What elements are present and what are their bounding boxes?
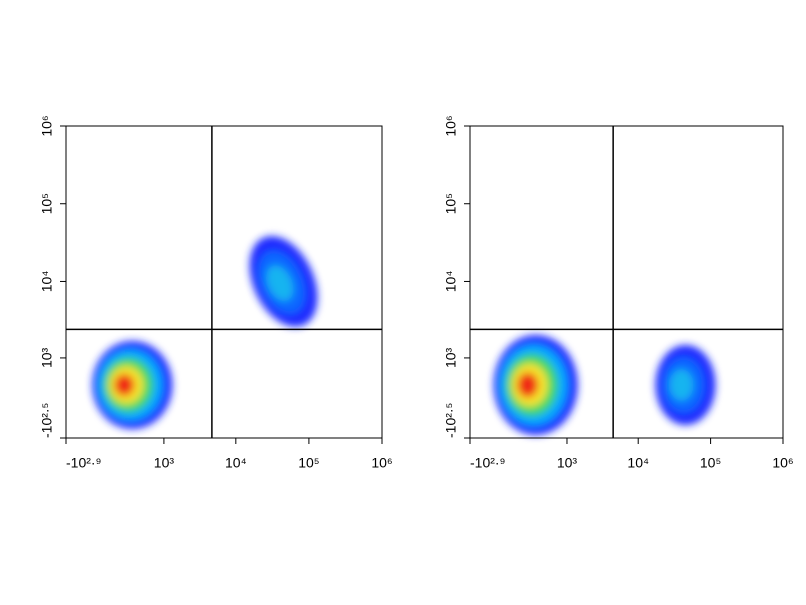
density-level — [114, 374, 135, 396]
x-tick-label: 10⁵ — [700, 455, 721, 471]
y-tick-label: 10³ — [39, 347, 55, 368]
y-tick-label: 10³ — [443, 347, 459, 368]
y-tick-label: -10²·⁵ — [39, 403, 55, 438]
density-level — [669, 369, 694, 401]
x-tick-label: 10³ — [154, 455, 175, 471]
y-tick-label: 10⁶ — [443, 115, 459, 136]
x-tick-label: -10²·⁹ — [470, 455, 506, 471]
plot-panel: -10²·⁹ 10³ 10⁴ 10⁵ 10⁶ -10²·⁵ 10³ 10⁴ 10⁵ 10⁶ — [443, 115, 794, 470]
density-level — [266, 265, 294, 301]
y-tick-label: 10⁴ — [39, 271, 55, 293]
y-tick-label: 10⁵ — [39, 193, 55, 214]
population — [92, 340, 173, 429]
population — [493, 334, 578, 435]
y-tick-label: 10⁵ — [443, 193, 459, 214]
y-tick-label: 10⁴ — [443, 271, 459, 293]
x-tick-label: 10⁶ — [371, 455, 392, 471]
population — [249, 236, 318, 327]
population — [655, 344, 716, 425]
y-tick-label: 10⁶ — [39, 115, 55, 136]
plot-frame — [65, 125, 383, 439]
x-tick-label: 10⁶ — [772, 455, 793, 471]
density-level — [517, 372, 539, 398]
x-tick-label: 10⁴ — [627, 455, 649, 471]
x-tick-label: -10²·⁹ — [66, 455, 102, 471]
x-tick-label: 10⁴ — [225, 455, 247, 471]
x-tick-label: 10⁵ — [298, 455, 319, 471]
plot-panel: -10²·⁹ 10³ 10⁴ 10⁵ 10⁶ -10²·⁵ 10³ 10⁴ 10⁵ 10⁶ — [39, 115, 393, 470]
y-tick-label: -10²·⁵ — [443, 403, 459, 438]
x-tick-label: 10³ — [557, 455, 578, 471]
plot-frame — [469, 125, 784, 439]
